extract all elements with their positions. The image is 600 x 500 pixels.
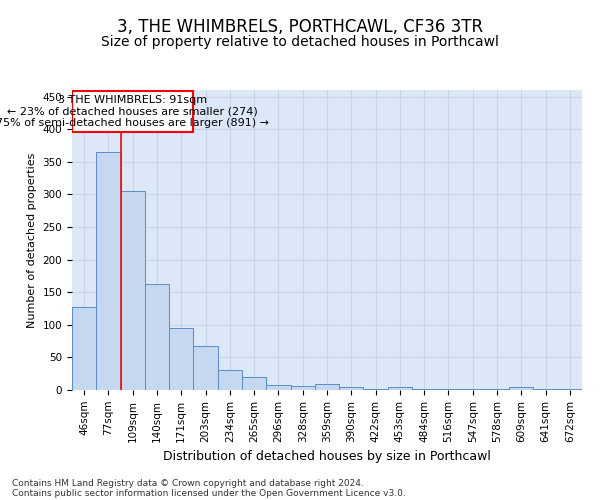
Bar (339, 388, 364, 390)
Bar (290, 386, 315, 390)
Bar (72, 306, 96, 390)
Bar (533, 388, 558, 390)
Text: ← 23% of detached houses are smaller (274): ← 23% of detached houses are smaller (27… (7, 107, 258, 117)
Bar (461, 388, 485, 390)
Text: Size of property relative to detached houses in Porthcawl: Size of property relative to detached ho… (101, 35, 499, 49)
Bar (412, 388, 436, 390)
Text: 3 THE WHIMBRELS: 91sqm: 3 THE WHIMBRELS: 91sqm (58, 94, 207, 104)
Text: Contains HM Land Registry data © Crown copyright and database right 2024.: Contains HM Land Registry data © Crown c… (12, 478, 364, 488)
Text: 3, THE WHIMBRELS, PORTHCAWL, CF36 3TR: 3, THE WHIMBRELS, PORTHCAWL, CF36 3TR (117, 18, 483, 36)
Text: Contains public sector information licensed under the Open Government Licence v3: Contains public sector information licen… (12, 488, 406, 498)
Bar (388, 388, 412, 390)
X-axis label: Distribution of detached houses by size in Porthcawl: Distribution of detached houses by size … (163, 450, 491, 463)
Bar (242, 377, 266, 390)
Text: 75% of semi-detached houses are larger (891) →: 75% of semi-detached houses are larger (… (0, 118, 269, 128)
Bar (266, 385, 290, 390)
Bar (315, 384, 339, 390)
Bar (96, 152, 121, 390)
Bar (145, 284, 169, 390)
Bar (169, 328, 193, 390)
Bar (72, 92, 193, 132)
Bar (558, 388, 582, 390)
Bar (509, 388, 533, 390)
Bar (364, 388, 388, 390)
Bar (436, 388, 461, 390)
Y-axis label: Number of detached properties: Number of detached properties (27, 152, 37, 328)
Bar (485, 388, 509, 390)
Bar (218, 370, 242, 390)
Bar (121, 191, 145, 390)
Bar (193, 346, 218, 390)
